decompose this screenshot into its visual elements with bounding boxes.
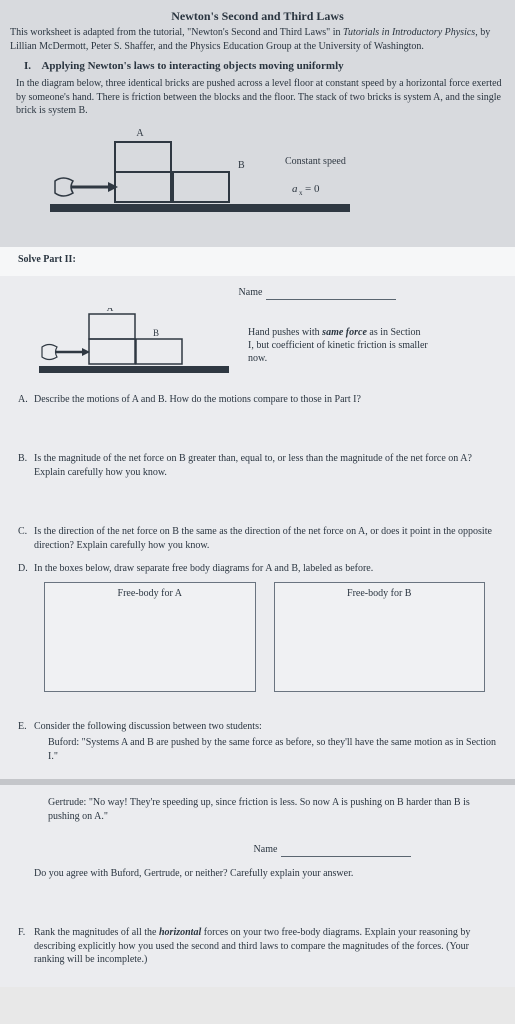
d2-text-1: Hand pushes with	[248, 327, 322, 338]
diagram-1: A B Constant speed a x = 0	[40, 124, 505, 229]
svg-text:a: a	[292, 183, 298, 195]
buford-line: Buford: "Systems A and B are pushed by t…	[48, 736, 497, 763]
section-1-heading: I. Applying Newton's laws to interacting…	[24, 59, 505, 74]
qd-text: In the boxes below, draw separate free b…	[34, 563, 373, 574]
qf-em: horizontal	[159, 927, 201, 938]
qb-letter: B.	[18, 452, 27, 466]
name-label-2: Name	[254, 844, 278, 855]
qe-letter: E.	[18, 720, 27, 734]
diagram-2-row: A B Hand pushes with same force as in Se…	[34, 308, 495, 383]
name-blank-line-2	[281, 847, 411, 857]
section-1-body: In the diagram below, three identical br…	[16, 77, 505, 118]
agree-text: Do you agree with Buford, Gertrude, or n…	[34, 868, 353, 879]
worksheet-header-region: Newton's Second and Third Laws This work…	[0, 0, 515, 247]
intro-book-title: Tutorials in Introductory Physics	[343, 27, 475, 38]
agree-question: Do you agree with Buford, Gertrude, or n…	[34, 867, 497, 881]
qa-text: Describe the motions of A and B. How do …	[34, 394, 361, 405]
gertrude-line: Gertrude: "No way! They're speeding up, …	[48, 796, 497, 823]
intro-paragraph: This worksheet is adapted from the tutor…	[10, 26, 505, 53]
worksheet-title: Newton's Second and Third Laws	[10, 8, 505, 24]
svg-text:Constant speed: Constant speed	[285, 156, 346, 167]
question-d: D. In the boxes below, draw separate fre…	[34, 562, 497, 576]
section-1-title: Applying Newton's laws to interacting ob…	[41, 60, 343, 72]
svg-text:A: A	[107, 308, 114, 313]
solve-part-2-bar: Solve Part II:	[0, 247, 515, 277]
qb-text: Is the magnitude of the net force on B g…	[34, 453, 472, 478]
name-row-2: Name	[160, 843, 505, 857]
qc-text: Is the direction of the net force on B t…	[34, 526, 492, 551]
svg-text:x: x	[299, 189, 303, 197]
name-blank-line	[266, 290, 396, 300]
question-f: F. Rank the magnitudes of all the horizo…	[34, 926, 497, 967]
worksheet-body-region: Name A B Hand pushes with same force as …	[0, 276, 515, 779]
diagram-2-svg: A B	[34, 308, 234, 383]
qd-letter: D.	[18, 562, 28, 576]
qc-letter: C.	[18, 525, 27, 539]
fbd-box-b: Free-body for B	[274, 582, 486, 692]
qa-letter: A.	[18, 393, 28, 407]
svg-text:B: B	[153, 328, 159, 338]
qf-letter: F.	[18, 926, 25, 940]
question-e-cont: Gertrude: "No way! They're speeding up, …	[34, 796, 497, 823]
diagram-2-caption: Hand pushes with same force as in Sectio…	[248, 326, 428, 365]
question-e: E. Consider the following discussion bet…	[34, 720, 497, 764]
name-row: Name	[130, 286, 505, 300]
svg-text:= 0: = 0	[305, 183, 320, 195]
question-a: A. Describe the motions of A and B. How …	[34, 393, 497, 407]
d2-text-em: same force	[322, 327, 367, 338]
fbd-box-a: Free-body for A	[44, 582, 256, 692]
qf-pre: Rank the magnitudes of all the	[34, 927, 159, 938]
intro-pre: This worksheet is adapted from the tutor…	[10, 27, 343, 38]
fbd-b-label: Free-body for B	[347, 588, 411, 599]
qe-lead: Consider the following discussion betwee…	[34, 721, 262, 732]
svg-text:A: A	[136, 128, 144, 139]
section-1-number: I.	[24, 60, 31, 72]
fbd-row: Free-body for A Free-body for B	[44, 582, 485, 692]
question-c: C. Is the direction of the net force on …	[34, 525, 497, 552]
solve-label: Solve Part II:	[18, 254, 76, 265]
question-b: B. Is the magnitude of the net force on …	[34, 452, 497, 479]
svg-text:B: B	[238, 160, 245, 171]
diagram-1-svg: A B Constant speed a x = 0	[40, 124, 410, 229]
name-label: Name	[239, 287, 263, 298]
worksheet-body-region-2: Gertrude: "No way! They're speeding up, …	[0, 785, 515, 987]
fbd-a-label: Free-body for A	[118, 588, 182, 599]
